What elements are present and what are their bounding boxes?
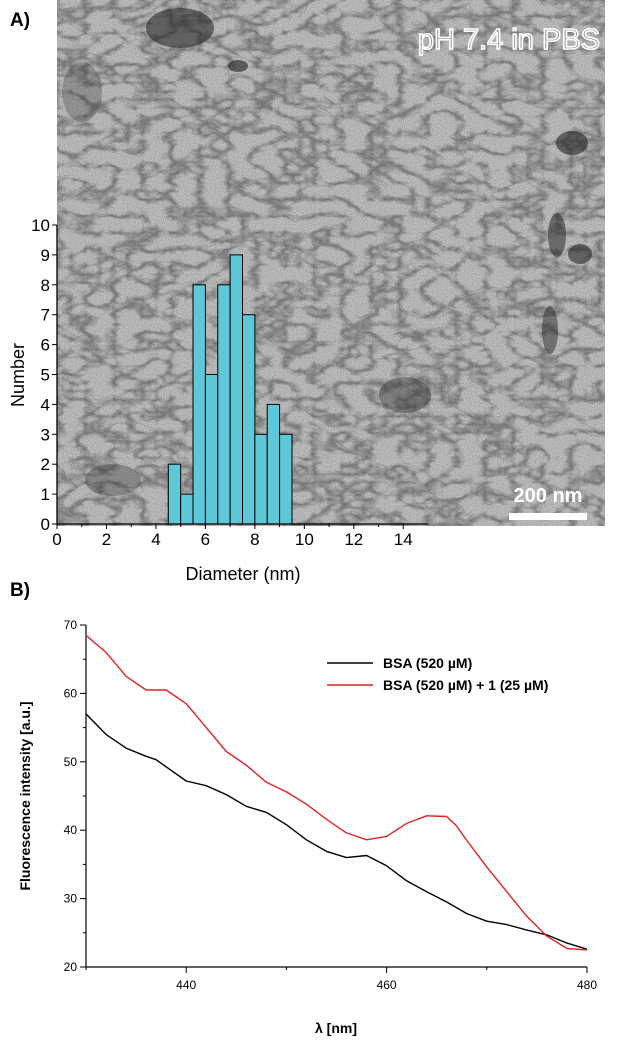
micrograph-annotation: pH 7.4 in PBS [418,24,600,56]
histogram-x-tick-label: 12 [344,530,363,549]
micrograph-fibers [57,0,605,526]
histogram-bar-8 [266,403,281,525]
histogram-y-tick-label: 10 [31,216,50,235]
spectrum-series-line-0 [85,713,588,950]
spectrum-x-label: λ [nm] [315,1020,357,1036]
histogram-x-tick-label: 6 [201,530,210,549]
panel-label-a: A) [10,10,31,31]
histogram-x-tick-label: 2 [102,530,111,549]
histogram-y-tick-label: 4 [41,395,50,414]
histogram-bar-5 [229,254,243,525]
fluorescence-chart: 20 30 40 50 60 70 440 460 480 λ [nm] Fluorescence … [17,618,597,1036]
spectrum-x-tick-label: 460 [377,978,397,992]
histogram-bar-9 [279,433,293,525]
spectrum-x-tick-label: 440 [176,978,196,992]
histogram-y-tick-label: 5 [41,366,50,385]
micrograph-stains [62,8,592,496]
histogram-y-tick-label: 9 [41,246,50,265]
scale-bar-label: 200 nm [514,485,583,507]
spectrum-y-tick-label: 30 [64,892,78,906]
histogram-y-tick-label: 0 [41,515,50,534]
panel-b-figure: 20 30 40 50 60 70 440 460 480 λ [nm] Fluorescence … [17,618,597,1036]
spectrum-y-label: Fluorescence intensity [a.u.] [17,701,33,890]
histogram-bar-1 [180,493,194,525]
histogram-x-tick-label: 14 [394,530,413,549]
spectrum-y-tick-label: 60 [64,686,78,700]
spectrum-y-tick-label: 20 [64,960,78,974]
histogram-x-tick-label: 10 [295,530,314,549]
histogram-bar-6 [242,314,256,525]
histogram-y-tick-label: 6 [41,336,50,355]
spectrum-y-tick-label: 70 [64,618,78,632]
spectrum-series-line-1 [85,634,588,951]
scale-bar [509,513,587,520]
panel-label-b: B) [10,580,31,601]
histogram-x-tick-label: 4 [151,530,160,549]
spectrum-y-tick-label: 50 [64,755,78,769]
histogram-x-tick-label: 8 [250,530,259,549]
histogram-y-tick-label: 1 [41,485,50,504]
histogram-x-tick-label: 0 [52,530,61,549]
histogram-bar-4 [217,284,231,525]
histogram-y-tick-label: 7 [41,306,50,325]
legend-label-1: BSA (520 µM) + 1 (25 µM) [383,677,548,693]
histogram-bar-2 [192,284,206,525]
spectrum-y-tick-label: 40 [64,823,78,837]
histogram-y-tick-label: 8 [41,276,50,295]
histogram-bar-3 [204,374,219,525]
histogram-y-tick-label: 2 [41,455,50,474]
legend-label-0: BSA (520 µM) [383,655,472,671]
histogram-bar-7 [254,433,268,525]
histogram-bar-0 [167,463,182,525]
histogram-y-label: Number [8,343,28,407]
histogram-y-tick-label: 3 [41,425,50,444]
spectrum-x-tick-label: 480 [577,978,597,992]
histogram-x-label: Diameter (nm) [185,564,300,584]
